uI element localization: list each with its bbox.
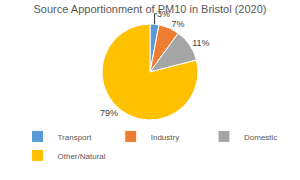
svg-text:7%: 7% (172, 19, 185, 29)
svg-text:Source Apportionment of PM10 i: Source Apportionment of PM10 in Bristol … (34, 3, 267, 15)
svg-text:11%: 11% (192, 38, 209, 48)
svg-text:3%: 3% (157, 9, 170, 19)
svg-text:Transport: Transport (58, 133, 93, 142)
svg-text:79%: 79% (100, 108, 118, 118)
svg-text:Domestic: Domestic (244, 133, 277, 142)
svg-text:Other/Natural: Other/Natural (58, 152, 106, 161)
svg-text:Industry: Industry (151, 133, 179, 142)
